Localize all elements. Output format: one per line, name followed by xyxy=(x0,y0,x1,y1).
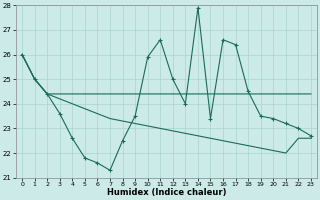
X-axis label: Humidex (Indice chaleur): Humidex (Indice chaleur) xyxy=(107,188,226,197)
